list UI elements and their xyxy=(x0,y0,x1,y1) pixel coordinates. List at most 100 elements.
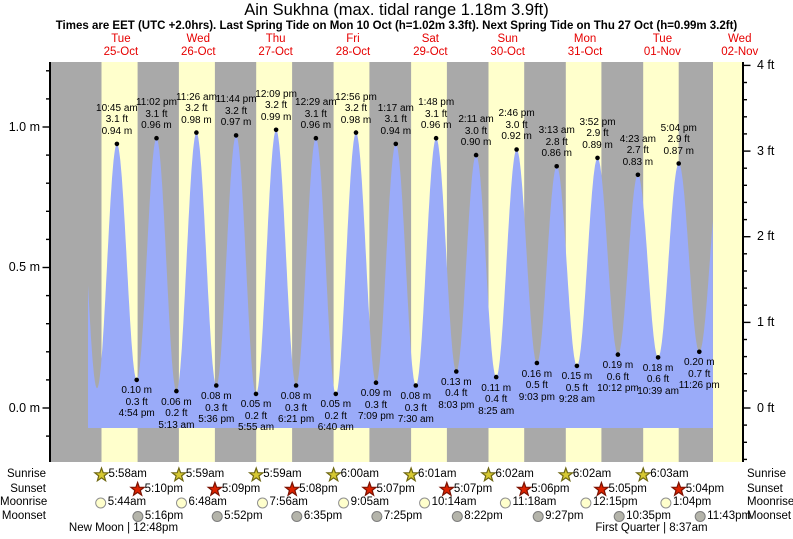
moonset-time: 5:16pm xyxy=(144,509,184,522)
low-tide-label: 0.11 m 0.4 ft 8:25 am xyxy=(478,383,514,418)
y-tick-label-ft: 2 ft xyxy=(757,229,775,244)
tide-time: 12:56 pm xyxy=(335,91,377,103)
tide-m: 0.83 m xyxy=(622,156,654,168)
sunset-star-icon xyxy=(206,480,224,497)
tide-extreme-dot xyxy=(595,155,600,161)
tide-extreme-dot xyxy=(574,363,580,369)
sunset-star-icon xyxy=(438,480,456,497)
tide-m: 0.08 m xyxy=(201,391,232,403)
tide-m: 0.06 m xyxy=(161,396,192,408)
tide-ft: 3.1 ft xyxy=(304,108,327,120)
tide-ft: 2.8 ft xyxy=(545,136,568,148)
tide-time: 11:26 am xyxy=(175,91,217,103)
y-tick-label-ft: 1 ft xyxy=(757,314,775,329)
tide-m: 0.16 m xyxy=(521,368,553,380)
tide-ft: 0.3 ft xyxy=(404,402,427,414)
tide-m: 0.09 m xyxy=(360,388,392,400)
moonset-circle-icon xyxy=(451,511,463,522)
sunset-star-icon xyxy=(283,480,301,497)
high-tide-label: 12:56 pm 3.2 ft 0.98 m xyxy=(335,92,377,127)
moonrise-circle-icon xyxy=(419,497,431,509)
tide-ft: 3.0 ft xyxy=(464,125,488,137)
sunrise-star-icon xyxy=(480,466,497,483)
tide-ft: 0.2 ft xyxy=(244,410,268,422)
tide-m: 0.15 m xyxy=(561,371,593,383)
tide-m: 0.05 m xyxy=(320,399,352,411)
sunrise-star-icon xyxy=(325,466,342,483)
tide-ft: 0.3 ft xyxy=(364,399,388,411)
tide-time: 6:40 am xyxy=(317,422,354,434)
moon-phase-label: New Moon | 12:48pm xyxy=(68,522,179,534)
tide-extreme-dot xyxy=(313,135,319,141)
low-tide-label: 0.20 m 0.7 ft 11:26 pm xyxy=(679,357,720,392)
tide-m: 0.20 m xyxy=(683,357,715,369)
tide-m: 0.96 m xyxy=(141,120,172,132)
low-tide-label: 0.08 m 0.3 ft 6:21 pm xyxy=(278,391,314,426)
day-label: Sun 30-Oct xyxy=(463,33,553,58)
tide-m: 0.96 m xyxy=(420,120,452,132)
tide-m: 0.98 m xyxy=(340,114,372,126)
day-weekday: Wed xyxy=(728,33,752,45)
day-date: 01-Nov xyxy=(643,45,681,58)
tide-m: 0.08 m xyxy=(400,391,432,403)
sunrise-star-icon xyxy=(402,466,420,483)
tide-time: 10:45 am xyxy=(96,102,138,114)
high-tide-label: 1:17 am 3.1 ft 0.94 m xyxy=(378,103,414,138)
page-title: Ain Sukhna (max. tidal range 1.18m 3.9ft… xyxy=(244,1,549,19)
moonrise-row-label-left: Moonrise xyxy=(0,496,48,508)
tide-ft: 0.3 ft xyxy=(205,402,228,414)
tide-m: 0.90 m xyxy=(460,137,492,149)
day-label: Wed 02-Nov xyxy=(695,33,785,58)
sunrise-star-icon xyxy=(170,466,188,483)
moonrise-circle-icon xyxy=(338,497,350,509)
day-date: 28-Oct xyxy=(335,45,371,58)
tide-extreme-dot xyxy=(413,383,419,388)
moonrise-circle-icon xyxy=(176,497,187,509)
tide-ft: 0.5 ft xyxy=(565,382,589,394)
sunset-time: 5:09pm xyxy=(221,482,261,495)
tide-extreme-dot xyxy=(353,130,359,135)
tide-m: 0.89 m xyxy=(582,139,613,151)
tide-ft: 2.9 ft xyxy=(586,128,609,140)
tide-extreme-dot xyxy=(114,141,120,147)
sunset-time: 5:10pm xyxy=(144,482,183,495)
day-date: 02-Nov xyxy=(721,45,759,58)
tide-m: 0.05 m xyxy=(240,399,272,411)
tide-extreme-dot xyxy=(493,374,499,380)
high-tide-label: 4:23 am 2.7 ft 0.83 m xyxy=(620,134,656,169)
tide-ft: 2.7 ft xyxy=(626,145,649,157)
moonset-circle-icon xyxy=(211,511,223,522)
tide-ft: 3.1 ft xyxy=(145,108,168,120)
tide-ft: 0.5 ft xyxy=(525,380,548,392)
y-tick-label-m: 1.0 m xyxy=(8,119,40,134)
sunset-time: 5:06pm xyxy=(531,482,570,495)
tide-extreme-dot xyxy=(134,377,139,383)
tide-time: 5:04 pm xyxy=(660,122,697,134)
sunrise-star-icon xyxy=(93,466,110,483)
sunset-time: 5:05pm xyxy=(608,482,647,495)
low-tide-label: 0.16 m 0.5 ft 9:03 pm xyxy=(519,369,555,404)
tide-time: 12:29 am xyxy=(295,97,337,109)
tide-m: 0.94 m xyxy=(101,125,133,137)
day-weekday: Mon xyxy=(573,33,597,45)
sunrise-time: 5:58am xyxy=(108,468,147,480)
tide-time: 11:02 pm xyxy=(135,97,177,109)
y-tick-label-ft: 4 ft xyxy=(757,57,775,72)
tide-time: 10:12 pm xyxy=(597,383,639,395)
tide-time: 1:48 pm xyxy=(418,97,455,109)
moonset-time: 6:35pm xyxy=(303,509,343,522)
moonrise-time: 9:05am xyxy=(350,496,389,508)
sunrise-row-label-right: Sunrise xyxy=(747,468,786,480)
tide-time: 8:03 pm xyxy=(438,399,475,411)
moonset-circle-icon xyxy=(694,511,706,522)
sunrise-time: 5:59am xyxy=(185,468,225,480)
tide-ft: 0.2 ft xyxy=(165,408,188,420)
sunset-time: 5:07pm xyxy=(453,482,493,495)
sunset-star-icon xyxy=(129,480,146,497)
tide-ft: 0.2 ft xyxy=(324,410,347,422)
tide-ft: 0.3 ft xyxy=(125,396,148,408)
high-tide-label: 3:13 am 2.8 ft 0.86 m xyxy=(539,125,575,160)
sunset-time: 5:08pm xyxy=(299,482,338,495)
tide-extreme-dot xyxy=(293,383,299,388)
tide-extreme-dot xyxy=(333,391,339,397)
